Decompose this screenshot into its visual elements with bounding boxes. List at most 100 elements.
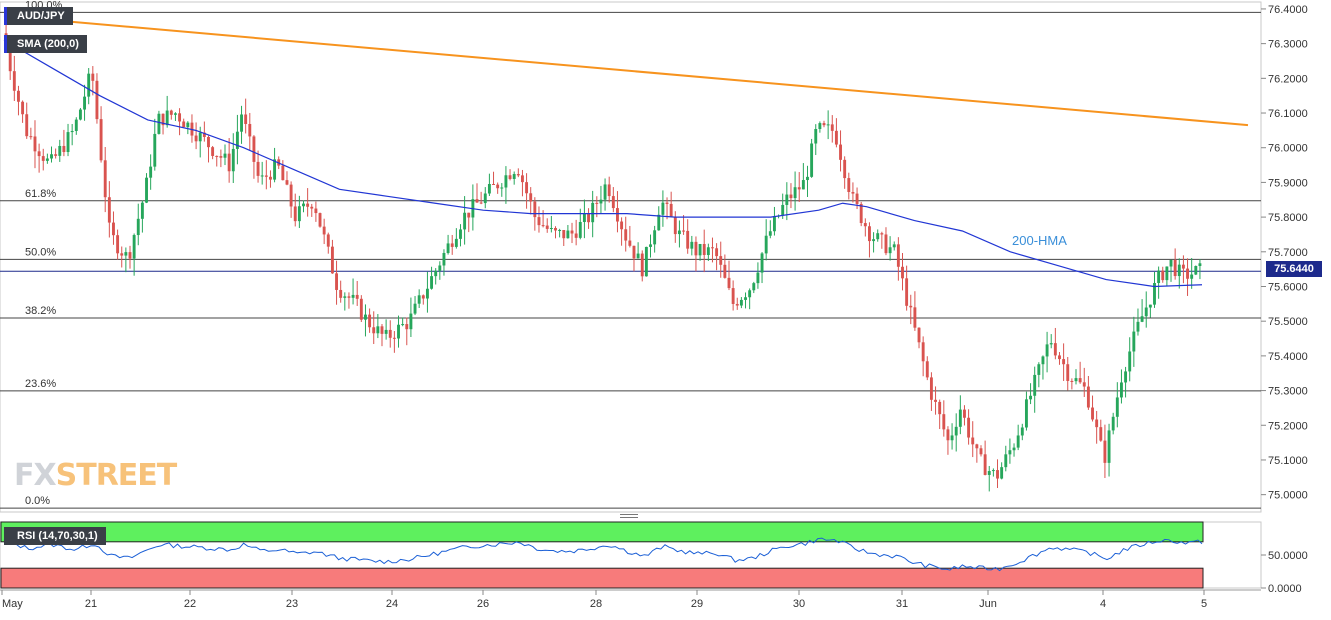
rsi-tick-label: 0.0000	[1268, 583, 1302, 595]
candle-body	[909, 305, 913, 308]
candle-body	[397, 324, 400, 339]
candle-body	[1157, 270, 1161, 284]
logo-street: STREET	[55, 458, 178, 493]
candle-body	[661, 202, 665, 215]
candle-body	[595, 202, 599, 204]
candle-body	[901, 266, 904, 279]
candle-body	[620, 221, 624, 230]
y-tick-label: 75.1000	[1268, 455, 1308, 467]
candle-body	[450, 243, 454, 247]
candle-body	[314, 208, 318, 214]
candle-body	[454, 238, 458, 247]
candle-body	[1190, 274, 1194, 279]
candle-body	[285, 180, 289, 185]
candle-body	[996, 470, 999, 479]
candle-body	[735, 303, 739, 306]
candle-body	[611, 196, 615, 209]
candle-body	[884, 234, 888, 254]
candle-body	[380, 326, 384, 334]
candle-body	[599, 199, 603, 204]
candle-body	[504, 175, 508, 188]
candle-body	[145, 177, 148, 203]
candle-body	[644, 246, 648, 277]
candle-body	[1140, 316, 1144, 322]
candle-body	[1173, 259, 1177, 277]
candle-body	[719, 256, 723, 265]
candle-body	[1115, 397, 1119, 417]
candle-body	[107, 197, 111, 223]
candle-body	[392, 337, 396, 339]
candle-body	[677, 230, 681, 235]
candle-body	[483, 193, 487, 204]
candle-body	[801, 180, 805, 190]
candle-body	[256, 161, 260, 176]
candle-body	[508, 175, 512, 179]
candle-body	[21, 101, 25, 115]
candle-body	[330, 246, 334, 274]
candle-body	[624, 229, 628, 241]
candle-body	[781, 204, 785, 216]
candle-body	[810, 143, 814, 177]
candle-body	[1153, 283, 1156, 305]
candle-body	[983, 454, 987, 475]
pane-splitter-handle[interactable]	[620, 517, 638, 518]
candle-body	[529, 193, 533, 202]
candle-body	[727, 277, 731, 289]
candle-body	[41, 156, 45, 161]
fib-level-label: 50.0%	[25, 246, 56, 258]
y-tick-label: 76.2000	[1268, 73, 1308, 85]
candle-body	[1082, 382, 1086, 387]
candle-body	[264, 175, 268, 177]
y-tick-label: 75.5000	[1268, 316, 1308, 328]
candle-body	[1016, 435, 1020, 448]
symbol-label: AUD/JPY	[4, 7, 73, 25]
x-tick-label: 4	[1100, 598, 1106, 610]
candle-body	[756, 272, 760, 284]
x-tick-label: 21	[85, 598, 97, 610]
candle-body	[479, 202, 483, 204]
candle-body	[487, 183, 491, 194]
candle-body	[136, 218, 140, 236]
candle-body	[442, 252, 446, 266]
candle-body	[149, 166, 153, 178]
candle-body	[1070, 380, 1074, 382]
candle-body	[1074, 378, 1078, 382]
candle-body	[942, 414, 946, 430]
pane-splitter-handle[interactable]	[620, 514, 638, 515]
candle-body	[859, 203, 863, 224]
candle-body	[921, 342, 925, 362]
rsi-oversold-zone	[0, 567, 1204, 589]
candle-body	[182, 121, 186, 128]
rsi-tick-label: 50.0000	[1268, 550, 1308, 562]
y-tick-label: 75.7000	[1268, 247, 1308, 259]
candle-body	[545, 225, 549, 229]
fib-level-label: 0.0%	[25, 495, 50, 507]
candle-body	[244, 114, 248, 124]
candle-body	[33, 136, 37, 152]
candle-body	[240, 114, 243, 132]
x-tick-label: 22	[184, 598, 196, 610]
candle-body	[826, 124, 830, 126]
candle-body	[103, 160, 107, 198]
candle-body	[929, 377, 933, 400]
candle-body	[25, 114, 29, 137]
candle-body	[95, 80, 99, 120]
candle-body	[1161, 270, 1165, 281]
candle-body	[1029, 395, 1033, 400]
candle-body	[463, 212, 467, 230]
candle-body	[1198, 263, 1202, 267]
candle-body	[1041, 356, 1045, 365]
candle-body	[1111, 416, 1115, 431]
candle-body	[537, 217, 541, 226]
candle-body	[376, 326, 380, 334]
candle-body	[50, 154, 53, 159]
candle-body	[54, 154, 58, 156]
candle-body	[66, 132, 70, 153]
candle-body	[384, 329, 388, 334]
candle-body	[1194, 266, 1198, 275]
candle-body	[165, 110, 169, 126]
candle-body	[640, 253, 644, 277]
candle-body	[669, 203, 673, 217]
candle-body	[793, 187, 797, 199]
candle-body	[1128, 351, 1132, 372]
